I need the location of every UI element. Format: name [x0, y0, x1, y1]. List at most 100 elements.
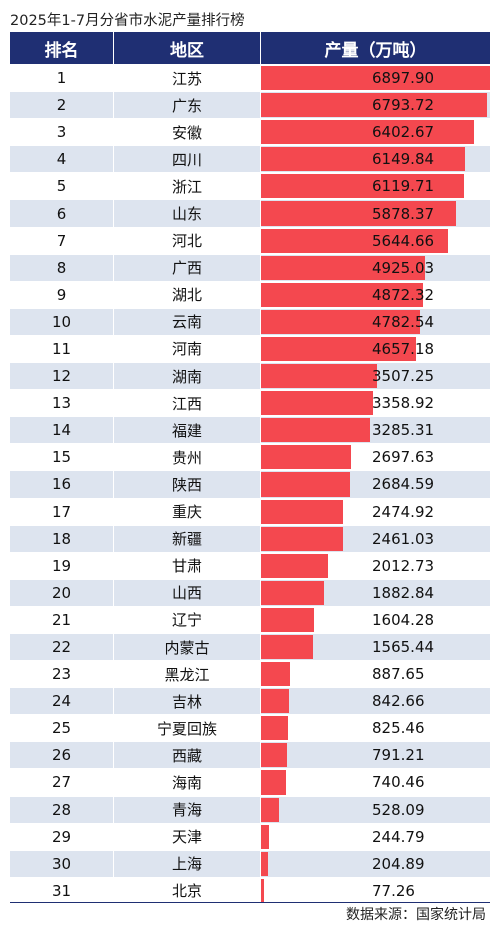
- table-row: 4 四川 6149.84: [10, 146, 490, 174]
- table-row: 20 山西 1882.84: [10, 579, 490, 607]
- table-row: 15 贵州 2697.63: [10, 444, 490, 472]
- production-bar: [261, 391, 373, 416]
- production-bar: [261, 364, 378, 389]
- production-value: 1565.44: [372, 638, 435, 657]
- region-cell: 河南: [114, 335, 261, 363]
- production-bar: [261, 851, 268, 876]
- production-value: 6402.67: [372, 123, 435, 142]
- production-bar: [261, 526, 343, 551]
- production-value: 842.66: [372, 692, 425, 711]
- table-row: 14 福建 3285.31: [10, 417, 490, 445]
- production-bar: [261, 743, 288, 768]
- production-bar: [261, 228, 449, 253]
- rank-cell: 14: [10, 417, 114, 444]
- rank-cell: 25: [10, 715, 114, 742]
- production-value: 6149.84: [372, 150, 435, 169]
- table-row: 27 海南 740.46: [10, 769, 490, 797]
- production-cell: 740.46: [261, 769, 490, 795]
- production-value: 528.09: [372, 800, 425, 819]
- rank-cell: 19: [10, 552, 114, 579]
- production-value: 2474.92: [372, 502, 435, 521]
- production-cell: 887.65: [261, 661, 490, 687]
- region-cell: 四川: [114, 146, 261, 173]
- chart-title: 2025年1-7月分省市水泥产量排行榜: [10, 13, 245, 29]
- production-bar: [261, 662, 291, 687]
- region-cell: 贵州: [114, 444, 261, 471]
- production-cell: 6149.84: [261, 146, 490, 172]
- region-cell: 广西: [114, 254, 261, 281]
- production-value: 3358.92: [372, 394, 435, 413]
- production-bar: [261, 634, 313, 660]
- production-bar: [261, 580, 324, 605]
- rank-cell: 23: [10, 661, 114, 688]
- production-value: 77.26: [372, 881, 415, 900]
- production-bar: [261, 66, 490, 91]
- production-cell: 842.66: [261, 688, 490, 714]
- table-row: 9 湖北 4872.32: [10, 281, 490, 309]
- production-bar: [261, 878, 264, 903]
- table-row: 23 黑龙江 887.65: [10, 661, 490, 689]
- production-cell: 528.09: [261, 797, 490, 823]
- production-value: 244.79: [372, 827, 425, 846]
- production-bar: [261, 472, 351, 497]
- rank-cell: 24: [10, 688, 114, 715]
- table-row: 18 新疆 2461.03: [10, 525, 490, 553]
- production-bar: [261, 282, 423, 307]
- rank-cell: 2: [10, 92, 114, 119]
- rank-cell: 27: [10, 769, 114, 796]
- production-value: 825.46: [372, 719, 425, 738]
- region-cell: 吉林: [114, 688, 261, 715]
- table-row: 26 西藏 791.21: [10, 742, 490, 770]
- production-bar: [261, 201, 457, 226]
- rank-cell: 7: [10, 227, 114, 254]
- region-cell: 天津: [114, 823, 261, 850]
- rank-cell: 12: [10, 363, 114, 390]
- production-value: 740.46: [372, 773, 425, 792]
- table-row: 12 湖南 3507.25: [10, 363, 490, 391]
- table-row: 3 安徽 6402.67: [10, 119, 490, 147]
- production-value: 2461.03: [372, 529, 435, 548]
- production-bar: [261, 553, 328, 578]
- production-bar: [261, 824, 270, 849]
- production-cell: 2012.73: [261, 553, 490, 579]
- rank-cell: 10: [10, 308, 114, 335]
- rank-cell: 3: [10, 119, 114, 146]
- region-cell: 云南: [114, 308, 261, 335]
- production-cell: 825.46: [261, 715, 490, 741]
- rank-cell: 1: [10, 65, 114, 92]
- table-row: 30 上海 204.89: [10, 850, 490, 878]
- production-value: 1882.84: [372, 583, 435, 602]
- production-value: 204.89: [372, 854, 425, 873]
- region-cell: 青海: [114, 796, 261, 823]
- production-bar: [261, 418, 371, 443]
- table-row: 8 广西 4925.03: [10, 254, 490, 282]
- region-cell: 安徽: [114, 119, 261, 146]
- region-cell: 福建: [114, 417, 261, 444]
- production-value: 4657.18: [372, 339, 435, 358]
- header-rank: 排名: [10, 32, 114, 64]
- rank-cell: 15: [10, 444, 114, 471]
- region-cell: 陕西: [114, 471, 261, 498]
- rank-cell: 29: [10, 823, 114, 850]
- ranking-table: 排名 地区 产量（万吨） 1 江苏 6897.90 2 广东 6793.72 3 安徽 6402…: [10, 32, 490, 905]
- rank-cell: 18: [10, 525, 114, 552]
- production-bar: [261, 797, 279, 822]
- region-cell: 山东: [114, 200, 261, 227]
- production-value: 6793.72: [372, 96, 435, 115]
- region-cell: 广东: [114, 92, 261, 119]
- region-cell: 西藏: [114, 742, 261, 769]
- production-cell: 2684.59: [261, 471, 490, 497]
- production-cell: 2474.92: [261, 499, 490, 525]
- table-row: 19 甘肃 2012.73: [10, 552, 490, 580]
- production-cell: 244.79: [261, 824, 490, 850]
- production-cell: 5644.66: [261, 228, 490, 254]
- production-cell: 204.89: [261, 851, 490, 877]
- production-bar: [261, 770, 286, 795]
- production-value: 887.65: [372, 665, 425, 684]
- production-cell: 3358.92: [261, 390, 490, 416]
- table-header: 排名 地区 产量（万吨）: [10, 32, 490, 65]
- table-row: 2 广东 6793.72: [10, 92, 490, 120]
- production-cell: 1604.28: [261, 607, 490, 633]
- rank-cell: 13: [10, 390, 114, 417]
- table-row: 6 山东 5878.37: [10, 200, 490, 228]
